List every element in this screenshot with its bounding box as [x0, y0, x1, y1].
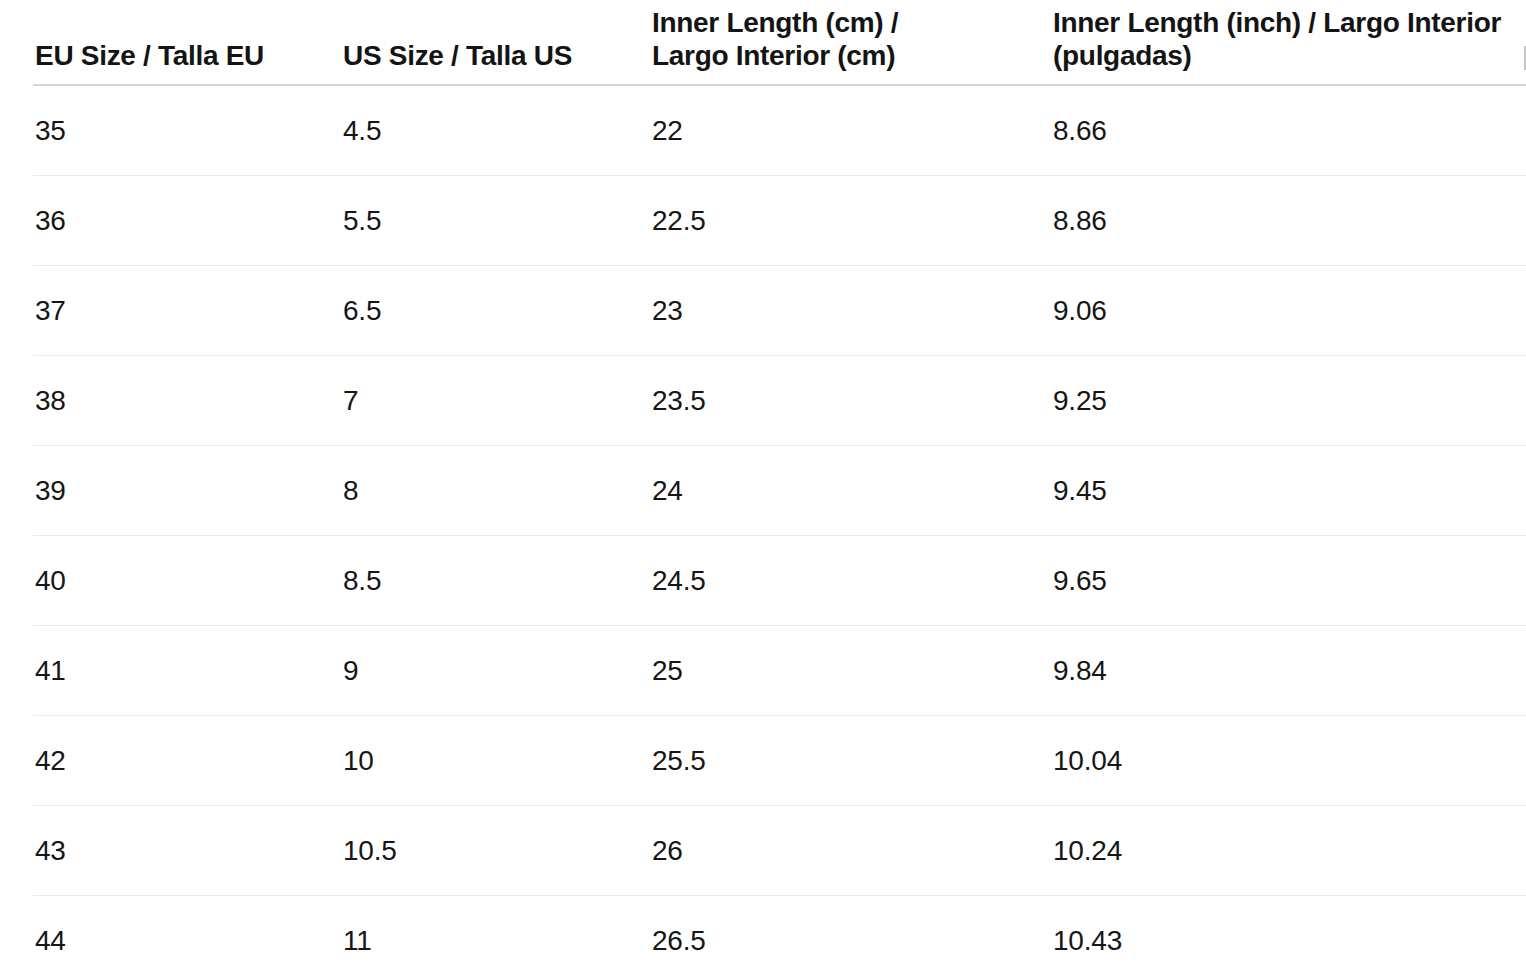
- cell-inner-length-cm: 22: [650, 115, 1051, 147]
- cell-us-size: 6.5: [341, 295, 650, 327]
- cell-inner-length-inch: 9.45: [1051, 475, 1526, 507]
- table-row: 37 6.5 23 9.06: [33, 266, 1526, 356]
- table-row: 41 9 25 9.84: [33, 626, 1526, 716]
- cell-inner-length-cm: 23.5: [650, 385, 1051, 417]
- cell-eu-size: 35: [33, 115, 341, 147]
- cell-inner-length-cm: 23: [650, 295, 1051, 327]
- cell-inner-length-inch: 10.43: [1051, 925, 1526, 957]
- cell-inner-length-cm: 24: [650, 475, 1051, 507]
- cell-us-size: 8.5: [341, 565, 650, 597]
- cell-eu-size: 38: [33, 385, 341, 417]
- cell-us-size: 5.5: [341, 205, 650, 237]
- column-header-line: EU Size / Talla EU: [35, 39, 341, 72]
- column-header-line: Largo Interior (cm): [652, 39, 1051, 72]
- column-header-us-size: US Size / Talla US: [341, 39, 650, 72]
- table-row: 35 4.5 22 8.66: [33, 86, 1526, 176]
- column-header-inner-length-cm: Inner Length (cm) / Largo Interior (cm): [650, 6, 1051, 72]
- column-header-line: US Size / Talla US: [343, 39, 650, 72]
- cell-us-size: 8: [341, 475, 650, 507]
- table-row: 39 8 24 9.45: [33, 446, 1526, 536]
- cell-eu-size: 43: [33, 835, 341, 867]
- cell-inner-length-inch: 9.84: [1051, 655, 1526, 687]
- size-chart-table: EU Size / Talla EU US Size / Talla US In…: [33, 0, 1526, 966]
- cell-inner-length-inch: 9.25: [1051, 385, 1526, 417]
- table-header-row: EU Size / Talla EU US Size / Talla US In…: [33, 0, 1526, 86]
- column-header-inner-length-inch: Inner Length (inch) / Largo Interior (pu…: [1051, 6, 1526, 72]
- table-row: 38 7 23.5 9.25: [33, 356, 1526, 446]
- cell-eu-size: 36: [33, 205, 341, 237]
- cell-inner-length-cm: 26: [650, 835, 1051, 867]
- column-header-line: (pulgadas): [1053, 39, 1526, 72]
- table-row: 43 10.5 26 10.24: [33, 806, 1526, 896]
- cell-eu-size: 39: [33, 475, 341, 507]
- cell-inner-length-cm: 25.5: [650, 745, 1051, 777]
- cell-us-size: 9: [341, 655, 650, 687]
- table-row: 40 8.5 24.5 9.65: [33, 536, 1526, 626]
- cell-eu-size: 44: [33, 925, 341, 957]
- cell-eu-size: 42: [33, 745, 341, 777]
- cell-us-size: 7: [341, 385, 650, 417]
- table-row: 44 11 26.5 10.43: [33, 896, 1526, 966]
- cell-inner-length-cm: 25: [650, 655, 1051, 687]
- cell-us-size: 11: [341, 925, 650, 957]
- cell-inner-length-inch: 9.06: [1051, 295, 1526, 327]
- cell-inner-length-cm: 26.5: [650, 925, 1051, 957]
- table-body: 35 4.5 22 8.66 36 5.5 22.5 8.86 37 6.5 2…: [33, 86, 1526, 966]
- column-header-line: Inner Length (cm) /: [652, 6, 1051, 39]
- cell-eu-size: 37: [33, 295, 341, 327]
- cell-inner-length-inch: 8.86: [1051, 205, 1526, 237]
- cell-inner-length-cm: 24.5: [650, 565, 1051, 597]
- cell-inner-length-inch: 10.24: [1051, 835, 1526, 867]
- cell-inner-length-inch: 10.04: [1051, 745, 1526, 777]
- cell-inner-length-inch: 9.65: [1051, 565, 1526, 597]
- cell-eu-size: 40: [33, 565, 341, 597]
- cell-eu-size: 41: [33, 655, 341, 687]
- cell-inner-length-cm: 22.5: [650, 205, 1051, 237]
- cell-inner-length-inch: 8.66: [1051, 115, 1526, 147]
- table-row: 36 5.5 22.5 8.86: [33, 176, 1526, 266]
- size-chart-page: EU Size / Talla EU US Size / Talla US In…: [0, 0, 1526, 966]
- cell-us-size: 4.5: [341, 115, 650, 147]
- column-header-line: Inner Length (inch) / Largo Interior: [1053, 6, 1526, 39]
- column-header-eu-size: EU Size / Talla EU: [33, 39, 341, 72]
- cell-us-size: 10.5: [341, 835, 650, 867]
- table-row: 42 10 25.5 10.04: [33, 716, 1526, 806]
- cell-us-size: 10: [341, 745, 650, 777]
